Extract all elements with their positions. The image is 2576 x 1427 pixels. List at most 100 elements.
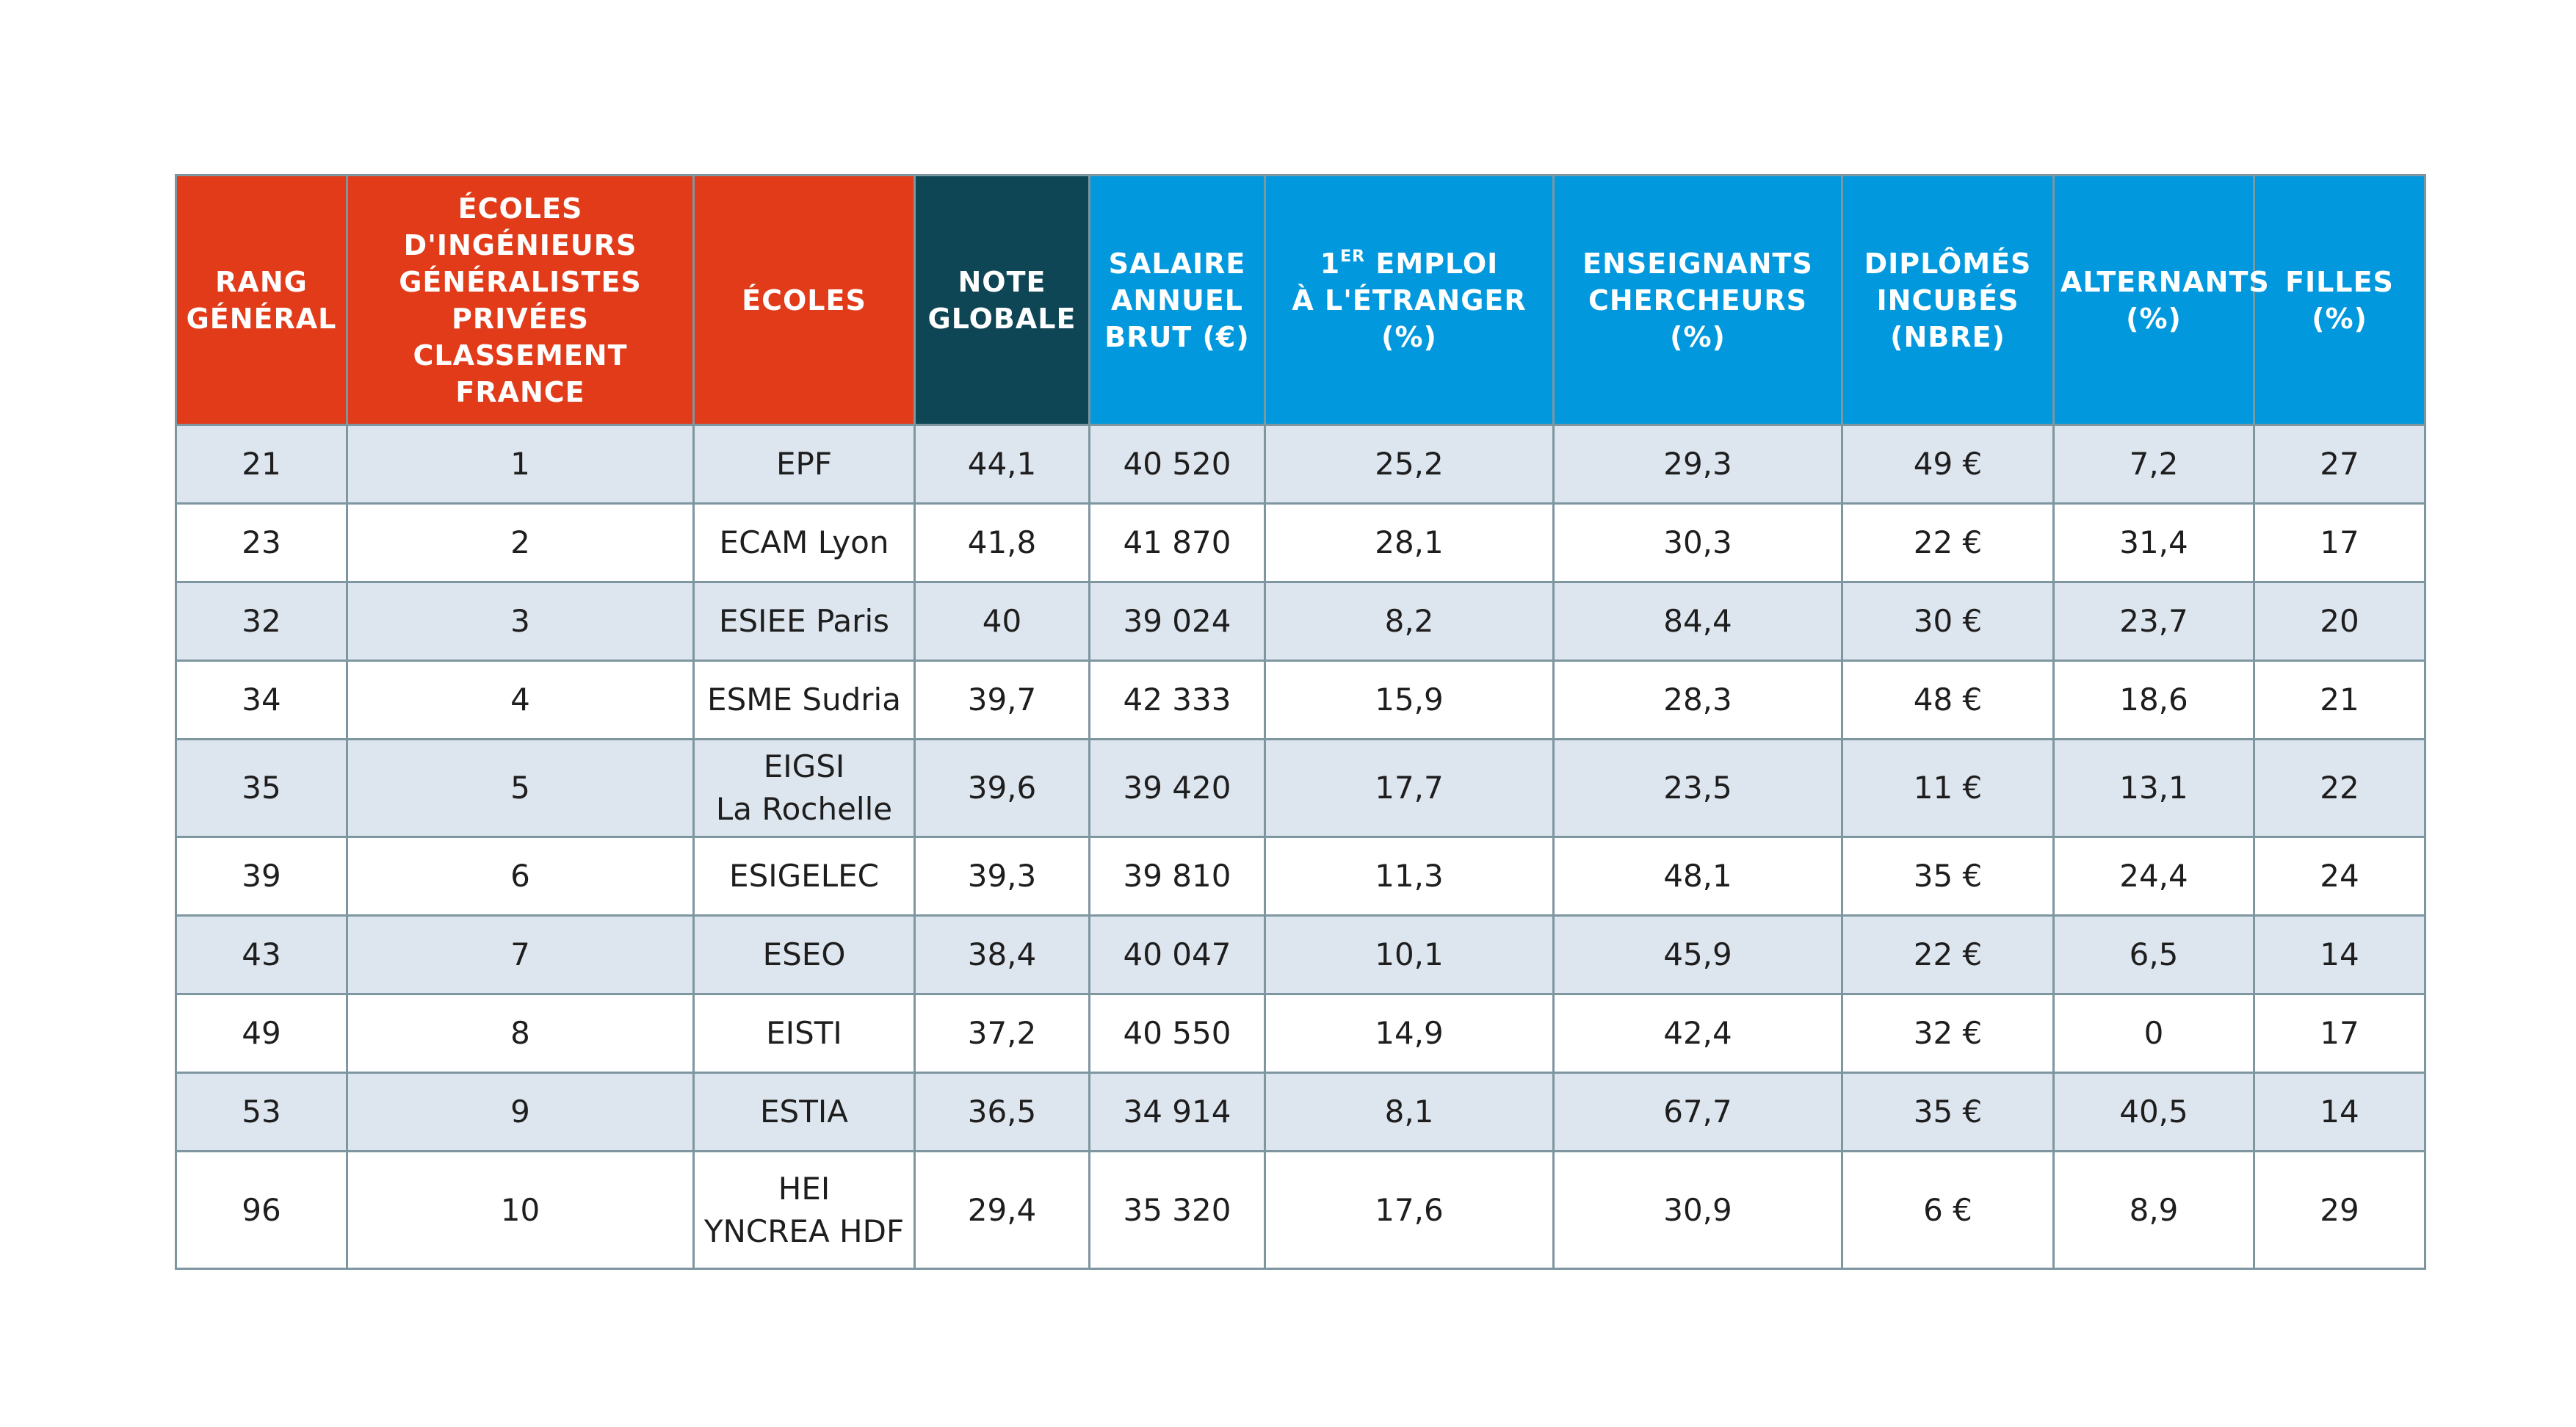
cell-rang: 34 <box>175 660 348 740</box>
cell-filles: 27 <box>2253 424 2426 505</box>
cell-enseignants: 48,1 <box>1552 836 1843 917</box>
table-row: 96 10 HEI YNCREA HDF 29,4 35 320 17,6 30,9 6 €8,… <box>175 1150 2426 1270</box>
cell-rang: 23 <box>175 502 348 583</box>
cell-filles: 17 <box>2253 993 2426 1074</box>
cell-alternants: 7,2 <box>2052 424 2255 505</box>
ecole-name-line: YNCREA HDF <box>703 1213 905 1249</box>
cell-filles: 24 <box>2253 836 2426 917</box>
cell-emploi: 14,9 <box>1264 993 1555 1074</box>
ranking-table: RANG GÉNÉRAL ÉCOLES D'INGÉNIEURS GÉNÉRAL… <box>175 174 2426 1270</box>
cell-classement: 7 <box>346 914 695 995</box>
cell-diplomes: 6 € <box>1841 1150 2055 1270</box>
cell-enseignants: 42,4 <box>1552 993 1843 1074</box>
cell-diplomes: 22 € <box>1841 502 2055 583</box>
cell-alternants: 23,7 <box>2052 581 2255 662</box>
table-header: RANG GÉNÉRAL ÉCOLES D'INGÉNIEURS GÉNÉRAL… <box>175 174 2426 426</box>
table-body: 21 1 EPF 44,1 40 520 25,2 29,3 49 €7,2 27 23 2 ECAM… <box>175 424 2426 1270</box>
cell-rang: 21 <box>175 424 348 505</box>
cell-enseignants: 29,3 <box>1552 424 1843 505</box>
cell-enseignants: 45,9 <box>1552 914 1843 995</box>
header-filles: FILLES (%) <box>2253 174 2426 426</box>
header-rang-general: RANG GÉNÉRAL <box>175 174 348 426</box>
cell-alternants: 6,5 <box>2052 914 2255 995</box>
cell-alternants: 31,4 <box>2052 502 2255 583</box>
cell-diplomes: 32 € <box>1841 993 2055 1074</box>
cell-emploi: 17,7 <box>1264 738 1555 838</box>
cell-emploi: 17,6 <box>1264 1150 1555 1270</box>
cell-rang: 49 <box>175 993 348 1074</box>
cell-ecole: HEI YNCREA HDF <box>692 1150 916 1270</box>
cell-diplomes: 35 € <box>1841 836 2055 917</box>
cell-salaire: 41 870 <box>1088 502 1266 583</box>
cell-alternants: 24,4 <box>2052 836 2255 917</box>
cell-enseignants: 28,3 <box>1552 660 1843 740</box>
cell-enseignants: 30,9 <box>1552 1150 1843 1270</box>
cell-classement: 6 <box>346 836 695 917</box>
cell-alternants: 13,1 <box>2052 738 2255 838</box>
cell-note: 37,2 <box>913 993 1090 1074</box>
cell-classement: 4 <box>346 660 695 740</box>
cell-emploi: 8,1 <box>1264 1072 1555 1152</box>
header-diplomes-incubes: DIPLÔMÉS INCUBÉS (NBRE) <box>1841 174 2055 426</box>
cell-filles: 14 <box>2253 1072 2426 1152</box>
cell-salaire: 40 520 <box>1088 424 1266 505</box>
cell-filles: 20 <box>2253 581 2426 662</box>
ecole-name-line: ESIGELEC <box>729 858 879 894</box>
cell-emploi: 15,9 <box>1264 660 1555 740</box>
cell-note: 39,6 <box>913 738 1090 838</box>
header-salaire: SALAIRE ANNUEL BRUT (€) <box>1088 174 1266 426</box>
table-row: 23 2 ECAM Lyon 41,8 41 870 28,1 30,3 22 €31,4 17 <box>175 502 2426 583</box>
cell-note: 29,4 <box>913 1150 1090 1270</box>
ecole-name-line: EPF <box>775 446 833 482</box>
header-classement-france: ÉCOLES D'INGÉNIEURS GÉNÉRALISTES PRIVÉES… <box>346 174 695 426</box>
cell-diplomes: 49 € <box>1841 424 2055 505</box>
ecole-name-line: ESME Sudria <box>707 682 901 718</box>
cell-salaire: 42 333 <box>1088 660 1266 740</box>
cell-note: 36,5 <box>913 1072 1090 1152</box>
header-note-globale: NOTE GLOBALE <box>913 174 1090 426</box>
cell-emploi: 10,1 <box>1264 914 1555 995</box>
table-row: 34 4 ESME Sudria 39,7 42 333 15,9 28,3 48 €18,6… <box>175 660 2426 740</box>
cell-emploi: 11,3 <box>1264 836 1555 917</box>
cell-ecole: ESIGELEC <box>692 836 916 917</box>
cell-ecole: EPF <box>692 424 916 505</box>
cell-rang: 32 <box>175 581 348 662</box>
cell-enseignants: 84,4 <box>1552 581 1843 662</box>
cell-ecole: ESTIA <box>692 1072 916 1152</box>
cell-ecole: EIGSI La Rochelle <box>692 738 916 838</box>
ecole-name-line: EIGSI <box>763 748 845 784</box>
cell-rang: 35 <box>175 738 348 838</box>
table-row: 39 6 ESIGELEC 39,3 39 810 11,3 48,1 35 €24,4 24 <box>175 836 2426 917</box>
cell-classement: 2 <box>346 502 695 583</box>
cell-salaire: 39 024 <box>1088 581 1266 662</box>
cell-filles: 14 <box>2253 914 2426 995</box>
cell-filles: 17 <box>2253 502 2426 583</box>
cell-ecole: ESIEE Paris <box>692 581 916 662</box>
cell-classement: 5 <box>346 738 695 838</box>
cell-ecole: ESEO <box>692 914 916 995</box>
cell-enseignants: 67,7 <box>1552 1072 1843 1152</box>
cell-note: 39,3 <box>913 836 1090 917</box>
cell-salaire: 35 320 <box>1088 1150 1266 1270</box>
cell-diplomes: 30 € <box>1841 581 2055 662</box>
cell-note: 38,4 <box>913 914 1090 995</box>
cell-diplomes: 22 € <box>1841 914 2055 995</box>
ecole-name-line: La Rochelle <box>715 791 893 827</box>
cell-alternants: 40,5 <box>2052 1072 2255 1152</box>
ecole-name-line: EISTI <box>766 1015 842 1051</box>
cell-classement: 10 <box>346 1150 695 1270</box>
header-enseignants-chercheurs: ENSEIGNANTS CHERCHEURS (%) <box>1552 174 1843 426</box>
cell-salaire: 39 420 <box>1088 738 1266 838</box>
header-alternants: ALTERNANTS (%) <box>2052 174 2269 426</box>
header-row: RANG GÉNÉRAL ÉCOLES D'INGÉNIEURS GÉNÉRAL… <box>175 174 2426 426</box>
cell-rang: 96 <box>175 1150 348 1270</box>
cell-salaire: 40 550 <box>1088 993 1266 1074</box>
cell-classement: 1 <box>346 424 695 505</box>
table-row: 53 9 ESTIA 36,5 34 914 8,1 67,7 35 €40,5 14 <box>175 1072 2426 1152</box>
table-row: 32 3 ESIEE Paris 40 39 024 8,2 84,4 30 €23,7 20 <box>175 581 2426 662</box>
cell-emploi: 8,2 <box>1264 581 1555 662</box>
cell-alternants: 8,9 <box>2052 1150 2255 1270</box>
cell-salaire: 39 810 <box>1088 836 1266 917</box>
cell-diplomes: 35 € <box>1841 1072 2055 1152</box>
cell-filles: 22 <box>2253 738 2426 838</box>
